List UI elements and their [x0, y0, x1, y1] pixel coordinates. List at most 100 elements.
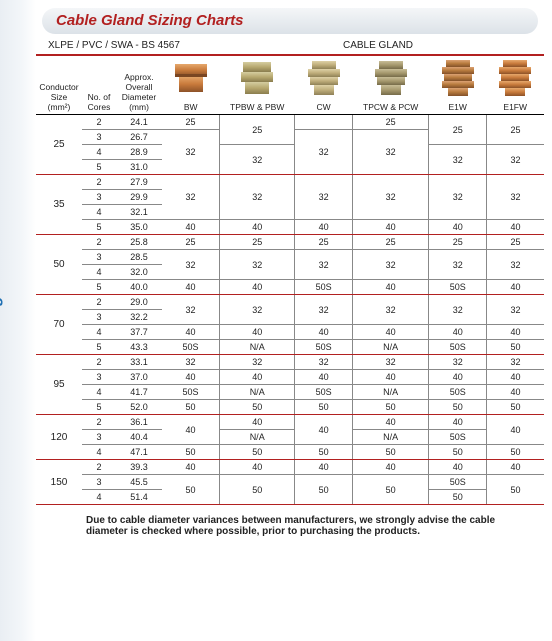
num-cores: 2	[82, 355, 116, 370]
gland-cell: 32	[429, 145, 487, 175]
num-cores: 2	[82, 175, 116, 190]
cable-gland-header: CABLE GLAND	[218, 40, 538, 51]
gland-cell: 50S	[429, 475, 487, 490]
gland-cell: 40	[486, 220, 544, 235]
gland-image-bw	[162, 56, 220, 101]
table-row: 340.4N/AN/A50S	[36, 430, 544, 445]
gland-cell: 50	[220, 400, 295, 415]
num-cores: 4	[82, 385, 116, 400]
diameter: 33.1	[116, 355, 162, 370]
gland-cell: 32	[162, 130, 220, 175]
gland-cell: 50	[352, 475, 429, 505]
diameter: 24.1	[116, 115, 162, 130]
table-row: 35227.9323232323232	[36, 175, 544, 190]
diameter: 25.8	[116, 235, 162, 250]
gland-cell: 32	[352, 295, 429, 325]
gland-cell: 32	[220, 250, 295, 280]
gland-cell: 40	[162, 325, 220, 340]
gland-cell: 32	[486, 145, 544, 175]
gland-cell: 25	[220, 115, 295, 145]
conductor-size: 70	[36, 295, 82, 355]
gland-cell: 32	[429, 355, 487, 370]
num-cores: 5	[82, 160, 116, 175]
col-tpcw: TPCW & PCW	[352, 100, 429, 115]
gland-cell: 32	[486, 175, 544, 220]
table-head: Conductor Size (mm²) No. of Cores Approx…	[36, 55, 544, 115]
col-e1fw: E1FW	[486, 100, 544, 115]
gland-cell: 40	[220, 220, 295, 235]
diameter: 37.7	[116, 325, 162, 340]
num-cores: 4	[82, 490, 116, 505]
gland-cell: 25	[486, 115, 544, 145]
num-cores: 2	[82, 115, 116, 130]
gland-cell: 50S	[162, 385, 220, 400]
gland-cell: 50S	[295, 385, 353, 400]
gland-image-e1w	[429, 56, 487, 101]
gland-cell: 50S	[295, 280, 353, 295]
conductor-size: 35	[36, 175, 82, 235]
side-gradient	[0, 0, 36, 641]
diameter: 40.0	[116, 280, 162, 295]
gland-cell: 40	[295, 370, 353, 385]
gland-cell: 40	[220, 415, 295, 430]
gland-cell: 32	[352, 355, 429, 370]
gland-cell: 50S	[429, 430, 487, 445]
gland-cell: 50	[486, 475, 544, 505]
gland-cell: N/A	[220, 340, 295, 355]
gland-cell: N/A	[352, 385, 429, 400]
num-cores: 4	[82, 445, 116, 460]
diameter: 29.0	[116, 295, 162, 310]
num-cores: 4	[82, 205, 116, 220]
gland-cell: 25	[220, 235, 295, 250]
gland-cell: 50	[429, 490, 487, 505]
table-row: 441.750SN/A50SN/A50S40	[36, 385, 544, 400]
gland-cell: 32	[429, 295, 487, 325]
gland-cell: 32	[220, 175, 295, 220]
gland-cell: 50	[486, 400, 544, 415]
gland-cell: 40	[486, 460, 544, 475]
gland-cell: 32	[295, 355, 353, 370]
gland-cell: 40	[352, 415, 429, 430]
table-body: 25224.12525252525326.7323232428.93232325…	[36, 115, 544, 505]
conductor-size: 50	[36, 235, 82, 295]
gland-cell: 50	[352, 445, 429, 460]
side-title: Cable Gland Sizing Charts	[0, 241, 4, 441]
gland-cell: N/A	[352, 340, 429, 355]
diameter: 36.1	[116, 415, 162, 430]
gland-cell: 40	[295, 415, 353, 445]
gland-cell: 40	[429, 325, 487, 340]
gland-cell: 40	[162, 370, 220, 385]
gland-cell: 40	[295, 220, 353, 235]
gland-cell: N/A	[220, 430, 295, 445]
num-cores: 3	[82, 310, 116, 325]
col-tpbw: TPBW & PBW	[220, 100, 295, 115]
gland-cell: 32	[429, 250, 487, 280]
col-cw: CW	[295, 100, 353, 115]
gland-cell: 40	[486, 385, 544, 400]
conductor-size: 150	[36, 460, 82, 505]
gland-cell: 32	[295, 130, 353, 175]
num-cores: 3	[82, 475, 116, 490]
table-row: 95233.1323232323232	[36, 355, 544, 370]
gland-cell: 40	[220, 325, 295, 340]
gland-cell: 40	[352, 370, 429, 385]
gland-cell: 40	[352, 220, 429, 235]
gland-cell: 50	[220, 445, 295, 460]
diameter: 26.7	[116, 130, 162, 145]
gland-cell: 50	[162, 400, 220, 415]
num-cores: 3	[82, 190, 116, 205]
gland-cell: 50S	[429, 340, 487, 355]
gland-cell: 40	[352, 280, 429, 295]
num-cores: 3	[82, 250, 116, 265]
gland-cell: 50S	[295, 340, 353, 355]
gland-cell: 40	[295, 460, 353, 475]
gland-image-e1fw	[486, 56, 544, 101]
gland-cell: 50	[162, 445, 220, 460]
gland-cell: 32	[486, 355, 544, 370]
gland-cell: 40	[486, 415, 544, 445]
gland-cell: 25	[162, 235, 220, 250]
num-cores: 3	[82, 370, 116, 385]
table-row: 120236.1404040404040	[36, 415, 544, 430]
gland-cell: 32	[295, 295, 353, 325]
num-cores: 2	[82, 235, 116, 250]
